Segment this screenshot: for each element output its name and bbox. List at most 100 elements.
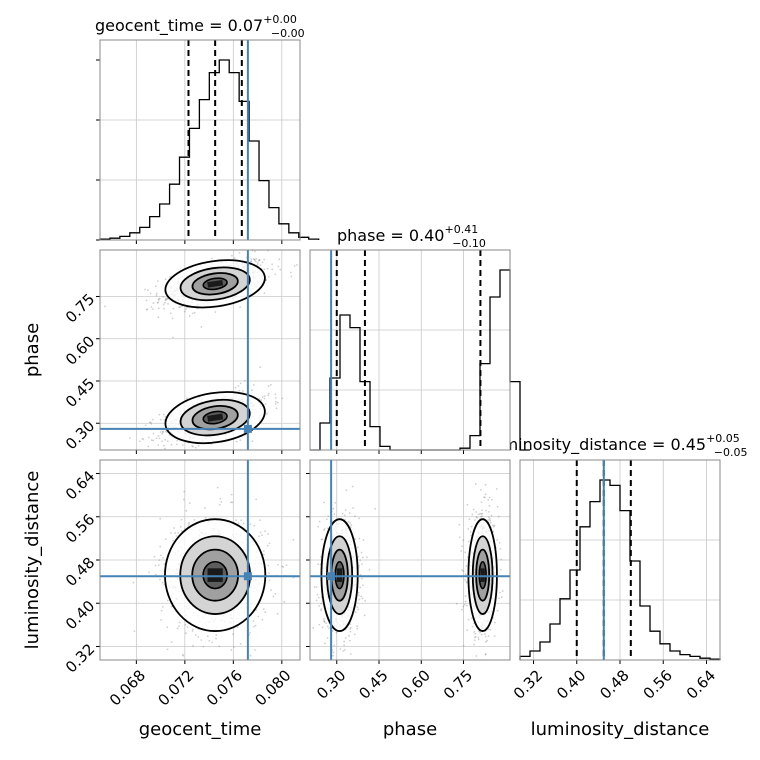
- sample-point: [326, 625, 329, 628]
- sample-point: [171, 317, 174, 320]
- sample-point: [253, 259, 256, 261]
- sample-point: [149, 292, 152, 295]
- sample-point: [142, 438, 145, 441]
- sample-point: [270, 589, 273, 591]
- sample-point: [179, 306, 182, 308]
- sample-point: [313, 586, 316, 589]
- sample-point: [191, 628, 194, 631]
- sample-point: [179, 526, 182, 528]
- sample-point: [164, 538, 167, 541]
- sample-point: [353, 515, 356, 518]
- sample-point: [345, 489, 348, 492]
- sample-point: [253, 258, 255, 260]
- sample-point: [159, 418, 162, 421]
- sample-point: [151, 308, 154, 311]
- y-tick-label: 0.32: [62, 640, 98, 676]
- panel-background: [100, 40, 300, 240]
- sample-point: [191, 630, 194, 632]
- sample-point: [216, 486, 219, 489]
- sample-point: [204, 516, 207, 519]
- sample-point: [162, 296, 165, 298]
- sample-point: [157, 299, 160, 301]
- sample-point: [164, 301, 166, 304]
- sample-point: [484, 496, 486, 499]
- sample-point: [262, 553, 265, 556]
- sample-point: [233, 646, 235, 648]
- sample-point: [261, 261, 264, 264]
- sample-point: [150, 422, 153, 425]
- sample-point: [493, 635, 496, 637]
- sample-point: [219, 497, 222, 500]
- sample-point: [343, 640, 346, 643]
- sample-point: [200, 326, 203, 328]
- sample-point: [268, 542, 271, 545]
- sample-point: [152, 302, 155, 305]
- sample-point: [474, 483, 477, 485]
- sample-point: [293, 265, 296, 267]
- sample-point: [164, 298, 167, 301]
- sample-point: [271, 268, 274, 271]
- sample-point: [362, 539, 365, 541]
- sample-point: [236, 626, 239, 629]
- sample-point: [159, 517, 162, 520]
- sample-point: [465, 580, 468, 583]
- sample-point: [461, 569, 464, 571]
- sample-point: [182, 654, 185, 657]
- sample-point: [171, 453, 173, 455]
- sample-point: [350, 524, 353, 526]
- sample-point: [283, 600, 286, 603]
- sample-point: [462, 570, 465, 573]
- sample-point: [254, 624, 257, 627]
- sample-point: [197, 445, 200, 447]
- sample-point: [161, 432, 164, 435]
- sample-point: [265, 278, 268, 281]
- sample-point: [259, 264, 262, 266]
- sample-point: [493, 524, 496, 527]
- sample-point: [152, 439, 155, 442]
- sample-point: [256, 262, 259, 264]
- sample-point: [477, 636, 480, 639]
- sample-point: [170, 605, 173, 608]
- sample-point: [159, 545, 162, 548]
- sample-point: [161, 440, 163, 443]
- sample-point: [481, 512, 484, 515]
- sample-point: [237, 385, 240, 387]
- sample-point: [175, 535, 178, 537]
- sample-point: [489, 669, 491, 671]
- sample-point: [320, 609, 322, 612]
- density-peak-bin: [207, 413, 224, 422]
- sample-point: [147, 445, 150, 448]
- sample-point: [488, 517, 491, 520]
- sample-point: [188, 315, 191, 317]
- sample-point: [260, 399, 263, 401]
- y-tick-label: 0.75: [62, 290, 98, 326]
- sample-point: [333, 644, 336, 647]
- sample-point: [230, 493, 233, 496]
- sample-point: [488, 510, 490, 513]
- sample-point: [161, 430, 164, 433]
- sample-point: [239, 306, 242, 309]
- sample-point: [197, 636, 200, 638]
- sample-point: [167, 302, 169, 305]
- sample-point: [354, 538, 357, 540]
- sample-point: [318, 520, 321, 523]
- sample-point: [232, 633, 235, 636]
- xlabel-phase: phase: [383, 719, 437, 740]
- sample-point: [479, 489, 482, 491]
- sample-point: [166, 648, 169, 651]
- sample-point: [159, 554, 162, 557]
- sample-point: [357, 546, 359, 549]
- sample-point: [218, 645, 221, 648]
- sample-point: [254, 649, 256, 651]
- sample-point: [473, 643, 475, 646]
- sample-point: [180, 518, 183, 521]
- sample-point: [466, 629, 469, 631]
- sample-point: [466, 581, 469, 584]
- sample-point: [458, 523, 461, 526]
- sample-point: [349, 526, 352, 528]
- sample-point: [160, 618, 162, 621]
- sample-point: [321, 626, 324, 629]
- sample-point: [181, 444, 184, 446]
- sample-point: [497, 515, 500, 518]
- sample-point: [490, 514, 493, 517]
